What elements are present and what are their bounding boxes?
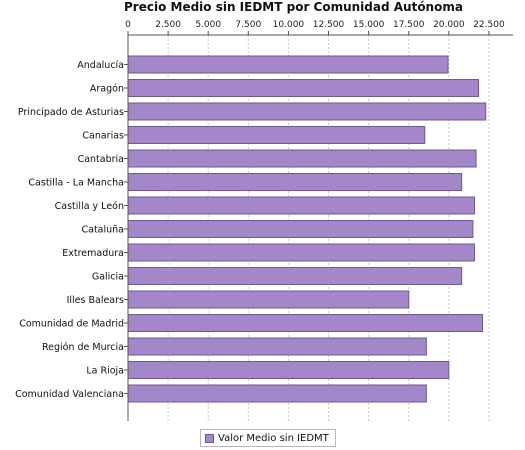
chart-title: Precio Medio sin IEDMT por Comunidad Aut…: [124, 0, 463, 14]
x-tick-label: 0: [125, 20, 131, 30]
category-label: Región de Murcia: [42, 342, 124, 353]
category-label: Canarias: [82, 131, 124, 142]
bar: [127, 337, 427, 356]
category-label: Principado de Asturias: [18, 107, 124, 118]
bar: [127, 384, 427, 403]
legend-swatch: [205, 433, 214, 443]
bar-layer: [127, 55, 487, 403]
x-tick-label: 17.500: [393, 20, 425, 30]
x-tick-label: 20.000: [433, 20, 465, 30]
bar: [127, 126, 426, 144]
category-label: Cataluña: [81, 225, 124, 236]
bar: [127, 267, 463, 285]
x-tick-label: 5.000: [195, 20, 221, 30]
x-tick-label: 22.500: [473, 20, 505, 30]
category-label: La Rioja: [86, 366, 124, 377]
category-label: Extremadura: [62, 248, 124, 259]
bar: [127, 173, 463, 191]
bar: [127, 102, 487, 121]
x-tick-label: 15.000: [353, 20, 385, 30]
x-tick-label: 2.500: [155, 20, 181, 30]
category-label: Illes Balears: [67, 295, 124, 306]
bar: [127, 220, 474, 238]
bar: [127, 314, 484, 332]
category-label: Castilla - La Mancha: [28, 178, 124, 189]
category-label: Galicia: [92, 272, 124, 283]
bar: [127, 196, 475, 215]
x-tick-label: 10.000: [273, 20, 305, 30]
x-axis-ticks: 0 2.500 5.000 7.500 10.000 12.500 15.000 17.500…: [125, 20, 505, 35]
bar: [127, 55, 449, 74]
legend-label: Valor Medio sin IEDMT: [218, 432, 329, 444]
legend: Valor Medio sin IEDMT: [200, 429, 336, 447]
category-label: Andalucía: [77, 60, 124, 71]
category-label: Aragón: [90, 84, 124, 95]
bar: [127, 149, 477, 168]
category-label: Castilla y León: [55, 201, 124, 212]
bar: [127, 361, 450, 379]
bar: [127, 79, 480, 97]
axis-layer: [127, 34, 513, 421]
x-tick-label: 12.500: [313, 20, 345, 30]
x-tick-label: 7.500: [235, 20, 261, 30]
bar: [127, 290, 410, 309]
category-label: Cantabria: [78, 154, 124, 165]
category-label: Comunidad Valenciana: [15, 389, 124, 400]
bar: [127, 243, 475, 262]
category-labels: Andalucía Aragón Principado de Asturias Can…: [15, 60, 128, 400]
category-label: Comunidad de Madrid: [19, 319, 124, 330]
